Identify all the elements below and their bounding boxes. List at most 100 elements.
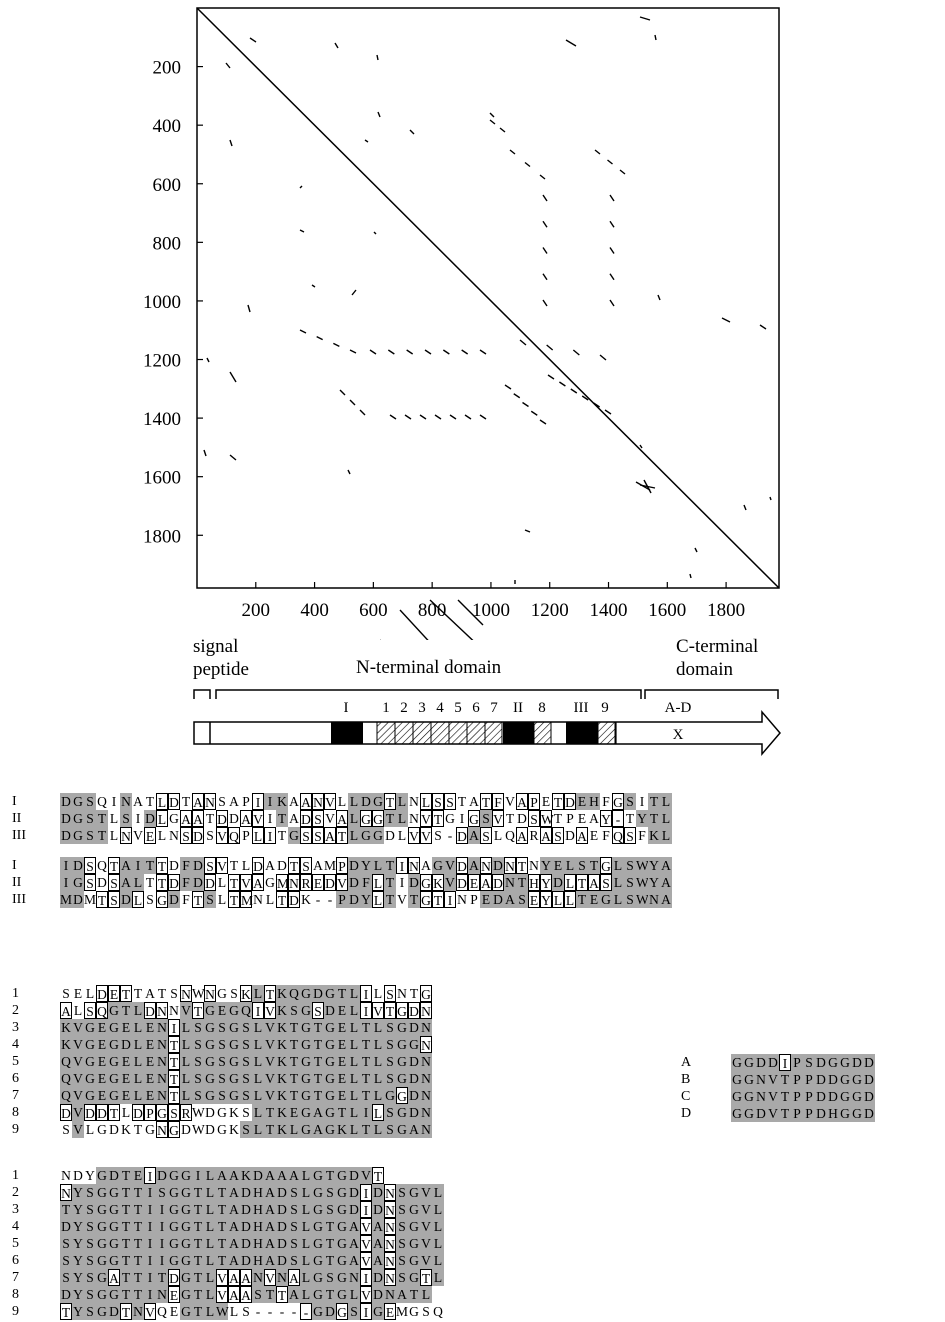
residue: E <box>132 1167 144 1184</box>
repeat-box-9 <box>597 721 616 745</box>
residue: V <box>408 827 420 844</box>
residue: S <box>384 1036 396 1053</box>
alignment-row-label: 4 <box>12 1037 19 1052</box>
residue: S <box>384 1104 396 1121</box>
residue: N <box>529 858 539 873</box>
residue: L <box>348 1036 360 1053</box>
residue: L <box>85 986 95 1001</box>
residue: S <box>60 1269 72 1286</box>
residue: D <box>408 1104 420 1121</box>
residue: G <box>108 1252 120 1269</box>
residue: D <box>565 828 575 843</box>
signal-peptide-label-line2: peptide <box>193 659 249 680</box>
residue: L <box>493 828 503 843</box>
residue: V <box>336 874 348 891</box>
residue: P <box>336 891 348 908</box>
residue: D <box>312 985 324 1002</box>
residue: L <box>300 1167 312 1184</box>
residue: T <box>108 857 120 874</box>
residue: K <box>336 1121 348 1138</box>
residue: V <box>264 1036 276 1053</box>
repeat-dash <box>593 402 600 408</box>
residue: T <box>360 1036 372 1053</box>
residue: G <box>336 1201 348 1218</box>
repeat-dash <box>406 349 414 355</box>
repeat-label-6: 6 <box>472 700 480 716</box>
residue: S <box>624 827 636 844</box>
residue: V <box>444 857 456 874</box>
residue: D <box>168 1269 180 1286</box>
residue: K <box>276 1002 288 1019</box>
dot-plot-segment <box>225 62 231 69</box>
residue: G <box>228 1087 240 1104</box>
residue: G <box>180 1167 192 1184</box>
alignment-row-label: 7 <box>12 1088 19 1103</box>
residue: T <box>132 1201 144 1218</box>
residue: G <box>372 810 384 827</box>
residue: D <box>863 1054 875 1071</box>
residue: H <box>252 1201 264 1218</box>
c-terminal-domain-label-line2: domain <box>676 659 733 680</box>
residue: W <box>636 857 649 874</box>
residue: S <box>624 793 636 810</box>
residue: G <box>168 1121 180 1138</box>
residue: L <box>85 1122 95 1137</box>
residue: S <box>324 1184 336 1201</box>
residue: V <box>264 1269 276 1286</box>
repeat-dash <box>489 119 496 125</box>
residue: N <box>384 1235 396 1252</box>
residue: L <box>337 794 347 809</box>
residue: S <box>84 827 96 844</box>
residue: N <box>420 1121 432 1138</box>
residue: L <box>300 1252 312 1269</box>
residue: D <box>767 1054 779 1071</box>
residue: I <box>156 1218 168 1235</box>
residue: D <box>815 1054 827 1071</box>
residue: S <box>192 1087 204 1104</box>
residue: S <box>218 794 226 809</box>
residue: Q <box>60 1070 72 1087</box>
residue: M <box>396 1304 409 1319</box>
residue: V <box>264 1019 276 1036</box>
residue: G <box>204 1070 216 1087</box>
dot-plot-segment <box>639 16 651 21</box>
residue: N <box>504 874 516 891</box>
residue: T <box>132 1286 144 1303</box>
residue: Y <box>72 1184 84 1201</box>
repeat-dash <box>609 299 615 307</box>
residue: L <box>300 1269 312 1286</box>
residue: V <box>492 810 504 827</box>
residue: S <box>422 1304 430 1319</box>
residue: T <box>120 1184 132 1201</box>
alignment-row-label: 1 <box>12 1168 19 1183</box>
residue: P <box>803 1105 815 1122</box>
residue: T <box>120 1269 132 1286</box>
residue: L <box>564 891 576 908</box>
residue: A <box>229 794 239 809</box>
residue: L <box>372 1053 384 1070</box>
residue: A <box>228 1184 240 1201</box>
residue: Y <box>636 810 648 827</box>
residue: L <box>252 1070 264 1087</box>
residue: D <box>276 1201 288 1218</box>
residue: T <box>276 891 288 908</box>
residue: D <box>192 857 204 874</box>
residue: N <box>253 892 263 907</box>
residue: S <box>624 891 636 908</box>
residue: T <box>324 1235 336 1252</box>
alignment-row-label: 2 <box>12 1185 19 1200</box>
residue: T <box>625 811 635 826</box>
residue: Y <box>360 891 372 908</box>
repeat-box-1 <box>376 721 396 745</box>
residue: T <box>336 827 348 844</box>
residue: V <box>216 1286 228 1303</box>
residue: T <box>288 1087 300 1104</box>
residue: A <box>264 1252 276 1269</box>
residue: D <box>276 1252 288 1269</box>
residue: E <box>168 1286 180 1303</box>
residue: V <box>420 1252 432 1269</box>
residue: P <box>791 1071 803 1088</box>
residue: A <box>192 793 204 810</box>
residue: G <box>396 1053 408 1070</box>
residue: G <box>839 1071 851 1088</box>
